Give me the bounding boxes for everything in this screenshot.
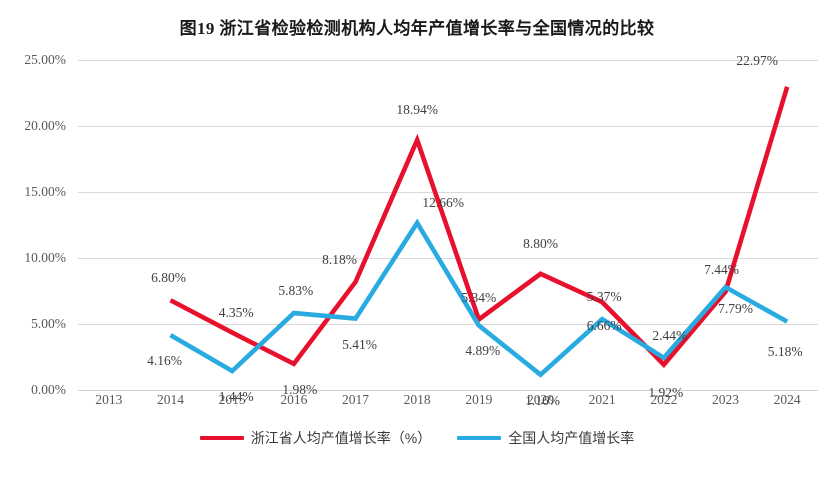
x-axis-tick-label: 2023 <box>712 392 739 407</box>
data-point-label: 5.83% <box>278 283 314 299</box>
data-point-label: 5.37% <box>586 289 622 305</box>
data-point-label: 1.98% <box>282 381 318 397</box>
legend-swatch-icon <box>457 435 502 441</box>
series-line <box>169 218 789 378</box>
x-axis-tick-label: 2021 <box>588 392 616 407</box>
x-axis-tick-label: 2016 <box>280 392 308 407</box>
x-axis-tick-label: 2020 <box>527 392 554 407</box>
data-point-label: 4.16% <box>147 353 182 369</box>
data-point-label: 1.92% <box>648 384 684 400</box>
data-point-label: 7.79% <box>718 301 753 317</box>
gridline <box>78 60 818 61</box>
data-point-label: 6.66% <box>586 318 622 334</box>
data-point-label: 4.89% <box>465 343 501 359</box>
legend-item-1[interactable]: 浙江省人均产值增长率（%） <box>199 428 432 448</box>
data-point-label: 22.97% <box>736 52 778 68</box>
legend-label: 浙江省人均产值增长率（%） <box>250 430 432 446</box>
x-axis-tick-label: 2022 <box>650 392 678 407</box>
data-point-label: 5.41% <box>342 336 377 352</box>
x-axis-tick-label: 2013 <box>95 392 123 407</box>
y-axis-tick-label: 25.00% <box>24 52 66 67</box>
data-point-label: 2.44% <box>652 327 688 343</box>
data-point-label: 18.94% <box>396 101 438 117</box>
y-axis-tick-label: 20.00% <box>24 118 66 133</box>
y-axis: 0.00% 5.00% 10.00% 15.00% 20.00% 25.00% <box>0 52 72 397</box>
gridline <box>78 324 818 325</box>
x-axis-tick-label: 2018 <box>403 392 431 407</box>
data-point-label: 7.44% <box>704 261 739 277</box>
data-point-label: 8.80% <box>523 235 558 251</box>
series-lines <box>169 86 790 378</box>
gridline <box>78 126 818 127</box>
data-point-label: 4.35% <box>218 304 254 320</box>
y-axis-tick-label: 15.00% <box>24 184 66 199</box>
x-axis-tick-label: 2019 <box>465 392 493 407</box>
legend-label: 全国人均产值增长率 <box>508 430 635 446</box>
plot-area: 6.80% 4.35% 1.98% 8.18% 18.94% 5.34% 8.80% 6.66… <box>78 53 818 408</box>
chart-title: 图19 浙江省检验检测机构人均年产值增长率与全国情况的比较 <box>179 19 655 38</box>
series-line <box>169 86 790 369</box>
x-axis-tick-label: 2015 <box>218 392 246 407</box>
x-axis-tick-label: 2017 <box>342 392 369 407</box>
y-axis-tick-label: 0.00% <box>31 382 66 397</box>
gridline <box>78 192 818 193</box>
gridlines <box>78 60 818 391</box>
x-axis-tick-label: 2024 <box>773 392 801 407</box>
data-point-label: 12.66% <box>422 194 464 210</box>
x-axis-tick-label: 2014 <box>157 392 184 407</box>
gridline <box>78 258 818 259</box>
chart-legend: 浙江省人均产值增长率（%） 全国人均产值增长率 <box>0 428 834 448</box>
data-point-label: 8.18% <box>322 252 357 268</box>
y-axis-tick-label: 5.00% <box>31 316 66 331</box>
x-axis: 2013 2014 2015 2016 2017 2018 2019 2020 2021 2022… <box>78 392 818 416</box>
data-point-label: 1.44% <box>218 388 254 404</box>
data-point-label: 5.18% <box>767 343 803 359</box>
data-point-label: 5.34% <box>461 289 497 305</box>
y-axis-tick-label: 10.00% <box>24 250 66 265</box>
data-point-label: 1.16% <box>525 392 560 408</box>
gridline <box>78 390 818 391</box>
legend-swatch-icon <box>199 435 244 441</box>
legend-item-2[interactable]: 全国人均产值增长率 <box>457 428 634 448</box>
data-point-label: 6.80% <box>151 270 186 286</box>
